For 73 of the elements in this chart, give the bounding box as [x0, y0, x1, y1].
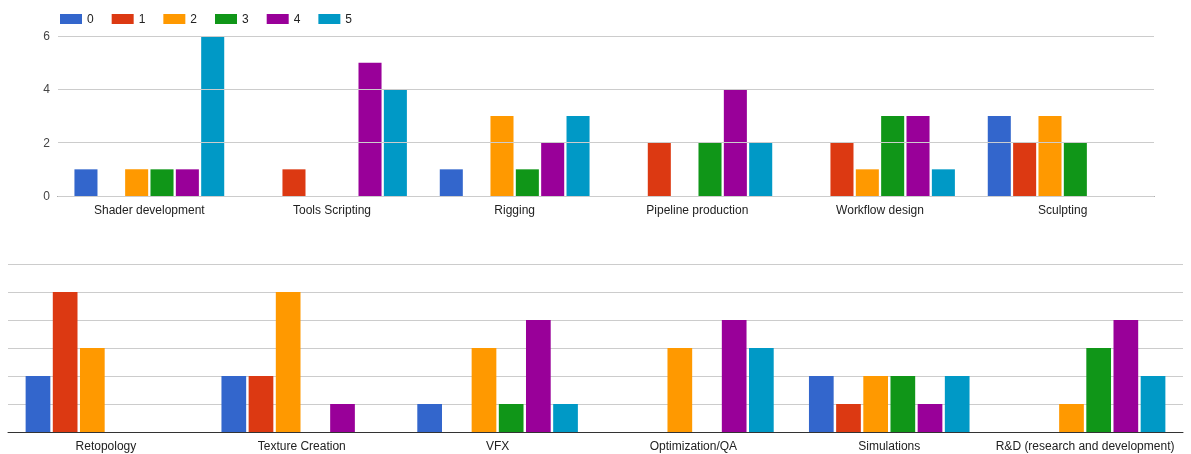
bar	[987, 116, 1011, 196]
y-tick-label: 0	[43, 189, 51, 203]
legend-label: 2	[190, 12, 198, 26]
bar	[125, 169, 149, 196]
bar	[330, 404, 355, 432]
legend-label: 1	[138, 12, 146, 26]
bar	[282, 169, 306, 196]
bar	[275, 292, 301, 432]
bar	[698, 142, 722, 196]
x-tick-label: Tools Scripting	[292, 203, 372, 217]
x-tick-label: Texture Creation	[257, 439, 346, 453]
bar	[383, 89, 407, 196]
bar	[358, 62, 382, 196]
y-tick-label: 4	[43, 82, 51, 97]
bar	[1013, 142, 1037, 196]
bar	[490, 116, 514, 196]
bar	[721, 320, 747, 432]
bar	[931, 169, 955, 196]
legend-label: 4	[293, 12, 301, 26]
x-tick-label: Rigging	[494, 203, 536, 217]
bar	[1038, 116, 1062, 196]
bar	[471, 348, 497, 432]
bar	[221, 376, 247, 432]
bar	[881, 116, 905, 196]
bar	[890, 376, 916, 432]
legend-label: 5	[345, 12, 353, 26]
bar	[74, 169, 98, 196]
bar	[52, 292, 78, 432]
bar	[525, 320, 551, 432]
bar	[855, 169, 879, 196]
bar	[248, 376, 274, 432]
bar	[749, 142, 773, 196]
bar	[836, 404, 861, 432]
bar	[863, 376, 889, 432]
bar	[498, 404, 524, 432]
bar	[553, 404, 578, 432]
bar	[808, 376, 834, 432]
bar	[566, 116, 590, 196]
y-tick-label: 2	[43, 135, 51, 150]
bar	[1140, 376, 1166, 432]
bar	[1063, 142, 1087, 196]
bar	[944, 376, 970, 432]
bar	[917, 404, 943, 432]
bar	[723, 89, 747, 196]
y-tick-label: 6	[43, 29, 51, 43]
x-tick-label: Retopology	[75, 439, 137, 453]
x-tick-label: Shader development	[93, 203, 206, 217]
bar	[1086, 348, 1112, 432]
bar	[150, 169, 174, 196]
x-tick-label: VFX	[485, 439, 510, 453]
x-tick-label: Workflow design	[836, 203, 924, 217]
bar	[749, 348, 774, 432]
bar	[667, 348, 693, 432]
x-tick-label: R&D (research and development)	[995, 439, 1175, 453]
bar	[25, 376, 51, 432]
bar	[515, 169, 539, 196]
bar	[201, 36, 225, 196]
bar	[439, 169, 463, 196]
bar	[541, 142, 565, 196]
x-tick-label: Simulations	[858, 439, 921, 453]
bar	[79, 348, 105, 432]
x-tick-label: Sculpting	[1037, 203, 1088, 217]
legend-label: 0	[87, 12, 94, 26]
bar	[906, 116, 930, 196]
bar	[1059, 404, 1084, 432]
x-tick-label: Optimization/QA	[649, 439, 738, 453]
bar	[175, 169, 199, 196]
x-tick-label: Pipeline production	[646, 203, 749, 217]
bar	[1113, 320, 1139, 432]
legend-label: 3	[242, 12, 250, 26]
bar	[647, 142, 671, 196]
bar	[417, 404, 442, 432]
bar	[830, 142, 854, 196]
